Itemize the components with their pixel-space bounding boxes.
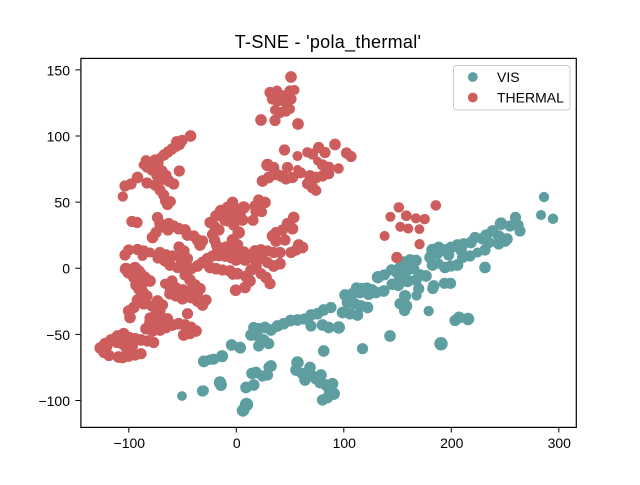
svg-text:0: 0 bbox=[233, 435, 241, 451]
svg-text:200: 200 bbox=[440, 435, 464, 451]
svg-text:50: 50 bbox=[54, 195, 70, 211]
svg-text:−50: −50 bbox=[46, 327, 70, 343]
svg-text:100: 100 bbox=[47, 128, 71, 144]
svg-text:−100: −100 bbox=[38, 393, 70, 409]
svg-text:THERMAL: THERMAL bbox=[497, 89, 564, 105]
svg-text:T-SNE - 'pola_thermal': T-SNE - 'pola_thermal' bbox=[235, 32, 422, 53]
svg-text:−100: −100 bbox=[114, 435, 146, 451]
svg-text:100: 100 bbox=[333, 435, 357, 451]
svg-text:0: 0 bbox=[62, 261, 70, 277]
svg-text:150: 150 bbox=[47, 62, 71, 78]
svg-text:300: 300 bbox=[548, 435, 572, 451]
svg-text:VIS: VIS bbox=[497, 69, 520, 85]
